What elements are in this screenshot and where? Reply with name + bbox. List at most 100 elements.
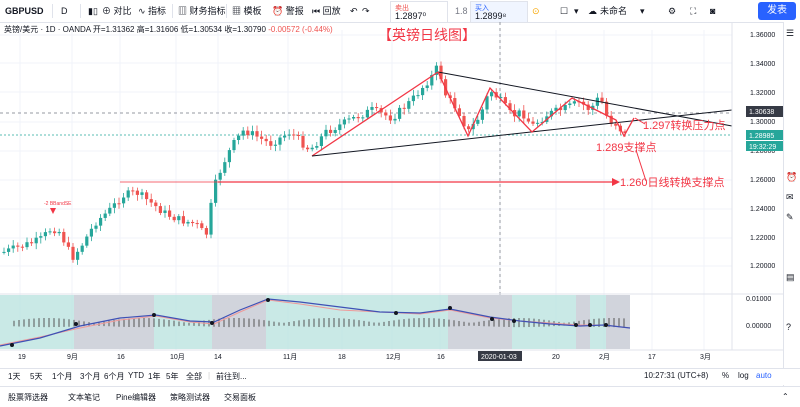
range-ytd[interactable]: YTD	[128, 371, 144, 380]
red-uptrend-line	[311, 71, 439, 157]
candle-body	[421, 87, 425, 96]
publish-button[interactable]: 发表	[758, 2, 796, 20]
candle-body	[554, 107, 558, 111]
time-tick: 9月	[67, 353, 78, 361]
time-axis[interactable]: 19 9月 16 10月 14 11月 18 12月 16 2020-01-03…	[18, 351, 711, 361]
support-annotation: 1.289支撑点	[596, 140, 657, 154]
indicators-button[interactable]: ∿ 指标	[138, 6, 167, 16]
candle-body	[94, 225, 98, 229]
candle-body	[315, 146, 319, 148]
candle-body	[306, 147, 310, 150]
log-toggle[interactable]: log	[738, 371, 749, 380]
sell-button[interactable]: 卖出 1.2897⁰	[390, 1, 448, 23]
fullscreen-icon[interactable]: ⛶	[690, 6, 697, 16]
time-tick: 16	[437, 354, 445, 361]
price-tick: 1.30000	[750, 119, 775, 126]
time-tick: 2月	[599, 353, 610, 361]
candle-body	[462, 115, 466, 127]
interval-button[interactable]: D	[61, 6, 68, 16]
candle-body	[540, 121, 544, 123]
help-icon[interactable]: ?	[786, 322, 792, 332]
financials-label: 财务指标	[189, 6, 226, 16]
candle-body	[195, 223, 199, 225]
tab-text-notes[interactable]: 文本笔记	[68, 393, 100, 402]
candle-body	[11, 245, 15, 249]
goto-date-button[interactable]: 前往到...	[216, 372, 247, 381]
candle-body	[53, 231, 57, 234]
candle-body	[99, 217, 103, 226]
clock[interactable]: 10:27:31 (UTC+8)	[644, 371, 709, 380]
price-tick: 1.36000	[750, 32, 775, 39]
candle-body	[269, 141, 273, 146]
tab-strategy-tester[interactable]: 策略测试器	[170, 393, 210, 402]
layout-dropdown-icon[interactable]: ▾	[574, 6, 579, 16]
range-1m[interactable]: 1个月	[52, 372, 73, 381]
candle-body	[517, 110, 521, 117]
tab-pine-editor[interactable]: Pine编辑器	[116, 393, 157, 402]
candle-body	[499, 97, 503, 99]
legend: 英镑/美元 · 1D · OANDA 开=1.31362 高=1.31606 低…	[4, 24, 333, 35]
oscillator-axis[interactable]: 0.01000 0.00000	[746, 296, 771, 330]
range-1d[interactable]: 1天	[8, 372, 21, 381]
auto-toggle[interactable]: auto	[756, 371, 772, 380]
ideas-icon[interactable]: ✎	[786, 212, 794, 222]
candle-body	[237, 135, 241, 140]
candle-body	[7, 248, 11, 252]
camera-icon[interactable]: ◙	[710, 6, 716, 16]
range-5y[interactable]: 5年	[166, 372, 179, 381]
candle-body	[476, 119, 480, 124]
redo-icon[interactable]: ↷	[362, 6, 370, 16]
candle-body	[264, 138, 268, 142]
layout-menu-icon[interactable]: ▾	[640, 6, 645, 16]
price-tick: 1.26000	[750, 177, 775, 184]
range-3m[interactable]: 3个月	[80, 372, 101, 381]
cloud-icon[interactable]: ☁	[588, 6, 597, 16]
range-all[interactable]: 全部	[186, 372, 202, 381]
time-tick: 16	[117, 354, 125, 361]
candle-body	[218, 172, 222, 180]
candle-body	[149, 199, 153, 203]
candle-body	[536, 122, 540, 124]
price-axis[interactable]: 1.36000 1.34000 1.32000 1.30000 1.28000 …	[750, 32, 775, 270]
financials-button[interactable]: ▥ 财务指标	[178, 6, 226, 16]
candle-body	[283, 135, 287, 138]
candle-body	[154, 202, 158, 207]
templates-button[interactable]: ▦ 模板	[232, 6, 262, 16]
candle-body	[117, 203, 121, 205]
tab-stock-screener[interactable]: 股票筛选器	[8, 393, 48, 402]
crosshair-price-label	[746, 106, 784, 117]
chart-canvas[interactable]: 【英镑日线图】 1.297转换压力点 1.289支撑点 1.260日线转换支撑点…	[0, 22, 800, 368]
alerts-icon[interactable]: ⏰	[786, 172, 798, 182]
percent-toggle[interactable]: %	[722, 371, 730, 380]
candle-body	[241, 130, 245, 136]
collapse-panel-icon[interactable]: ⌃	[782, 392, 789, 401]
layout-icon[interactable]: ☐	[560, 6, 569, 16]
settings-icon[interactable]: ⚙	[668, 6, 677, 16]
alert-button[interactable]: ⏰ 警报	[272, 6, 304, 16]
candle-body	[411, 95, 415, 102]
symbol-search[interactable]: GBPUSD	[5, 6, 44, 16]
candle-body	[273, 144, 277, 146]
candle-body	[485, 96, 489, 110]
candle-style-icon[interactable]: ▮▯	[88, 6, 98, 16]
quick-trade-icon[interactable]: ⊙	[532, 6, 540, 16]
range-5d[interactable]: 5天	[30, 372, 43, 381]
range-6m[interactable]: 6个月	[104, 372, 125, 381]
chart-pane[interactable]: 【英镑日线图】 1.297转换压力点 1.289支撑点 1.260日线转换支撑点…	[0, 22, 800, 368]
candle-body	[255, 131, 259, 137]
candle-body	[2, 251, 6, 253]
buy-button[interactable]: 买入 1.2899⁸	[470, 1, 528, 23]
compare-button[interactable]: ⊕ 对比	[102, 6, 132, 16]
replay-button[interactable]: ⏮ 回放	[312, 6, 341, 16]
watchlist-icon[interactable]: ☰	[786, 28, 795, 38]
calendar-icon[interactable]: ▤	[786, 272, 795, 282]
candle-body	[296, 134, 300, 136]
sell-label: 卖出	[395, 5, 409, 12]
candle-body	[467, 126, 471, 130]
unnamed-layout[interactable]: 未命名	[600, 6, 628, 16]
tab-trading-panel[interactable]: 交易面板	[224, 393, 256, 402]
range-1y[interactable]: 1年	[148, 372, 161, 381]
undo-icon[interactable]: ↶	[350, 6, 358, 16]
chat-icon[interactable]: ✉	[786, 192, 794, 202]
candle-body	[260, 136, 264, 139]
